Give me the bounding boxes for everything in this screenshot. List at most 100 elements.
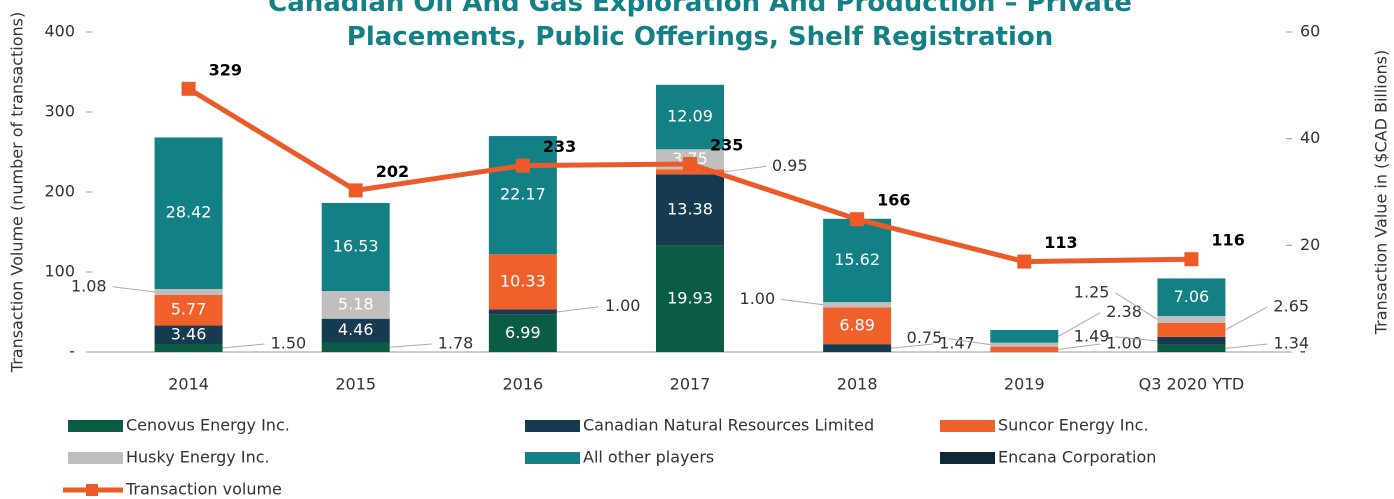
y-tick-label: 100 bbox=[44, 262, 75, 281]
y2-tick-label: 60 bbox=[1300, 22, 1320, 41]
bar-segment bbox=[990, 342, 1059, 347]
bar-segment bbox=[154, 325, 223, 344]
chart-title: Canadian Oil And Gas Exploration And Pro… bbox=[268, 0, 1132, 52]
line-label: 166 bbox=[877, 191, 910, 210]
data-label: 2.38 bbox=[1106, 302, 1142, 321]
leader-line bbox=[556, 306, 599, 313]
leader-line bbox=[948, 338, 991, 346]
data-label: 7.06 bbox=[1174, 287, 1210, 306]
legend-swatch bbox=[525, 420, 580, 432]
legend-label: Cenovus Energy Inc. bbox=[126, 416, 290, 435]
legend-swatch bbox=[940, 452, 995, 464]
data-label: 1.08 bbox=[71, 276, 107, 295]
bar-segment bbox=[823, 218, 892, 303]
legend-marker bbox=[86, 484, 98, 496]
data-label: 19.93 bbox=[667, 288, 713, 307]
leader-line bbox=[1225, 343, 1268, 349]
data-label: 15.62 bbox=[834, 250, 880, 269]
x-tick-label: 2018 bbox=[837, 375, 878, 394]
line-marker bbox=[1184, 252, 1199, 267]
data-label: 1.00 bbox=[605, 296, 641, 315]
bar-segment bbox=[488, 314, 557, 352]
legend-swatch bbox=[68, 452, 123, 464]
data-label: 0.95 bbox=[772, 156, 808, 175]
bar-segment bbox=[990, 329, 1059, 343]
x-tick-label: Q3 2020 YTD bbox=[1139, 375, 1245, 394]
data-label: 6.99 bbox=[505, 323, 541, 342]
bar-segment bbox=[488, 309, 557, 315]
data-label: 5.18 bbox=[338, 294, 374, 313]
bar-segment bbox=[488, 254, 557, 310]
bar-segment bbox=[656, 174, 724, 246]
y-axis-label: Transaction Volume (number of transactio… bbox=[8, 12, 27, 373]
data-label: 1.78 bbox=[438, 334, 474, 353]
leader-line bbox=[1115, 336, 1158, 342]
leader-line bbox=[389, 343, 432, 348]
leader-line bbox=[1058, 343, 1101, 350]
leader-line bbox=[723, 165, 767, 173]
y2-tick-label: - bbox=[1300, 342, 1306, 361]
bar-segment bbox=[1157, 322, 1226, 337]
legend-swatch bbox=[940, 420, 995, 432]
x-tick-label: 2014 bbox=[168, 375, 209, 394]
legend-swatch bbox=[525, 452, 580, 464]
bar-segment bbox=[823, 302, 892, 308]
legend-label: All other players bbox=[583, 448, 714, 467]
line-label: 113 bbox=[1044, 233, 1077, 252]
bar-segment bbox=[1157, 316, 1226, 323]
line-marker bbox=[515, 158, 530, 173]
bar-segment bbox=[154, 294, 223, 326]
data-label: 28.42 bbox=[166, 203, 212, 222]
leader-line bbox=[222, 343, 265, 349]
bar-segment bbox=[154, 137, 223, 290]
data-label: 1.34 bbox=[1273, 334, 1309, 353]
y-tick-label: 200 bbox=[44, 182, 75, 201]
data-label: 16.53 bbox=[333, 237, 379, 256]
bar-segment bbox=[321, 202, 390, 292]
data-label: 5.77 bbox=[171, 300, 207, 319]
x-tick-label: 2019 bbox=[1004, 375, 1045, 394]
bar-segment bbox=[321, 342, 390, 352]
x-tick-label: 2015 bbox=[335, 375, 376, 394]
data-label: 1.00 bbox=[740, 289, 776, 308]
bar-segment bbox=[656, 169, 724, 175]
data-label: 6.89 bbox=[839, 315, 875, 334]
line-marker bbox=[850, 212, 865, 227]
bar-segment bbox=[1157, 336, 1226, 345]
bar-segment bbox=[154, 289, 223, 295]
legend-swatch bbox=[68, 420, 123, 432]
line-label: 329 bbox=[209, 60, 242, 79]
leader-line bbox=[1115, 292, 1158, 320]
legend-label: Encana Corporation bbox=[998, 448, 1156, 467]
y2-tick-label: 40 bbox=[1300, 128, 1320, 147]
leader-line bbox=[1225, 306, 1268, 331]
bar-segment bbox=[1157, 344, 1226, 352]
bar-segment bbox=[321, 318, 390, 343]
leader-line bbox=[112, 286, 155, 293]
data-label: 22.17 bbox=[500, 185, 546, 204]
data-label: 1.47 bbox=[939, 334, 975, 353]
data-label: 12.09 bbox=[667, 107, 713, 126]
line-marker bbox=[181, 81, 196, 96]
x-tick-label: 2017 bbox=[670, 375, 711, 394]
legend-label: Transaction volume bbox=[125, 480, 282, 499]
y2-tick-label: 20 bbox=[1300, 235, 1320, 254]
y-tick-label: 400 bbox=[44, 22, 75, 41]
data-label: 4.46 bbox=[338, 320, 374, 339]
bar-segment bbox=[656, 84, 724, 150]
legend-label: Suncor Energy Inc. bbox=[998, 416, 1149, 435]
leader-line bbox=[781, 298, 824, 306]
bar-segment bbox=[154, 344, 223, 352]
data-label: 0.75 bbox=[907, 328, 943, 347]
bar-segment bbox=[823, 307, 892, 345]
y-tick-label: 300 bbox=[44, 102, 75, 121]
line-label: 233 bbox=[543, 137, 576, 156]
data-label: 1.25 bbox=[1074, 282, 1110, 301]
bar-segment bbox=[823, 344, 892, 352]
legend-label: Husky Energy Inc. bbox=[126, 448, 270, 467]
data-label: 1.49 bbox=[1074, 326, 1110, 345]
data-label: 10.33 bbox=[500, 271, 546, 290]
data-label: 13.38 bbox=[667, 200, 713, 219]
bar-segment bbox=[656, 245, 724, 352]
